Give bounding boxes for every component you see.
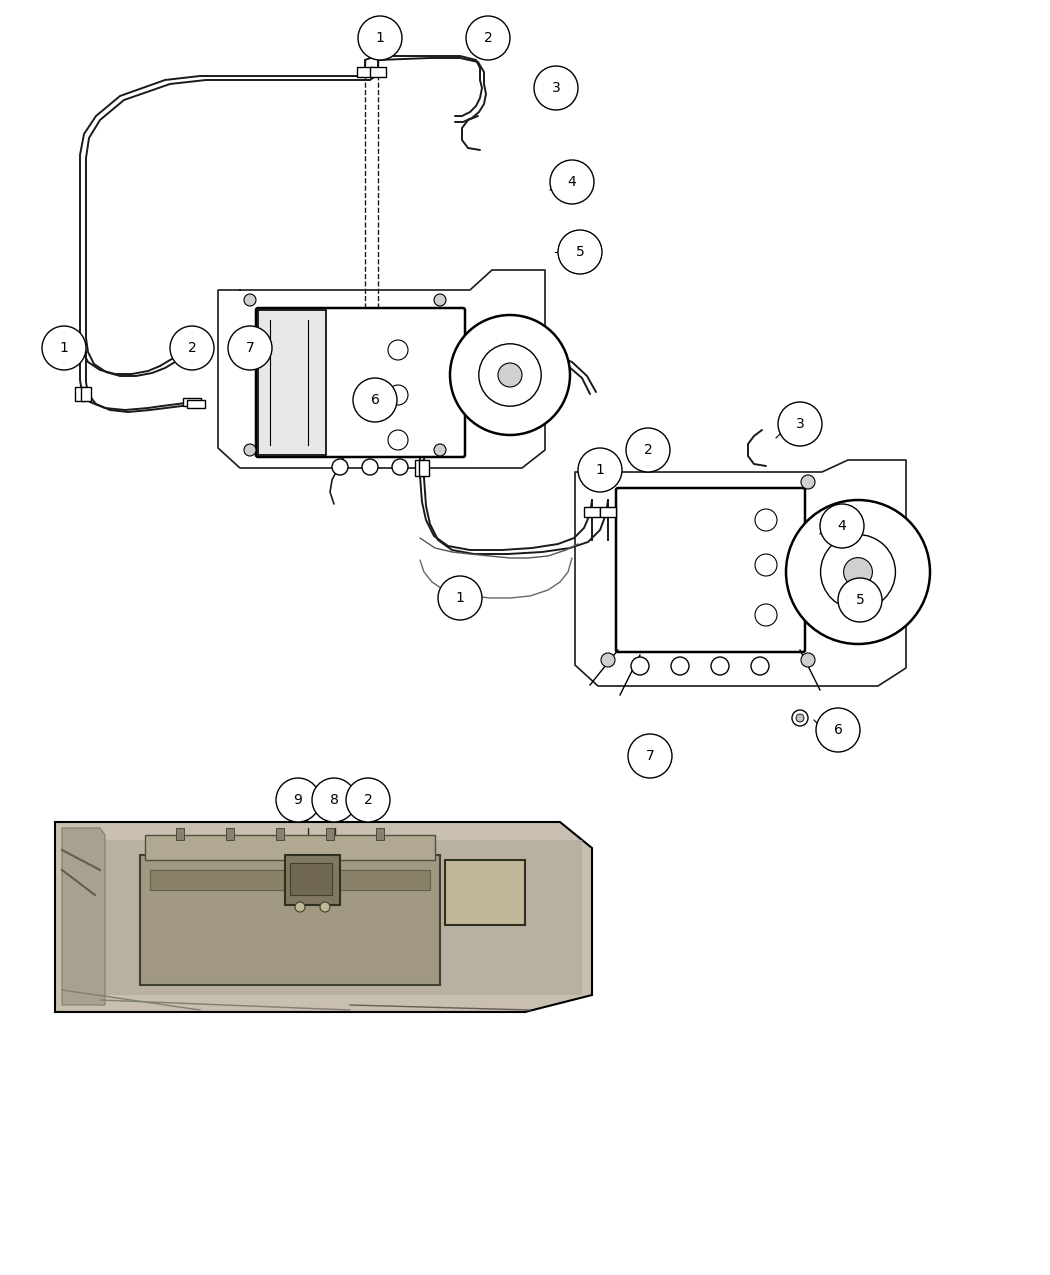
Bar	[226, 827, 234, 840]
Circle shape	[801, 476, 815, 490]
Circle shape	[601, 653, 615, 667]
Bar	[140, 856, 440, 986]
Circle shape	[820, 504, 864, 548]
Bar	[187, 400, 205, 408]
Text: 8: 8	[330, 793, 338, 807]
Circle shape	[244, 295, 256, 306]
Bar	[276, 827, 284, 840]
FancyBboxPatch shape	[616, 488, 805, 652]
Circle shape	[578, 448, 622, 492]
Text: 2: 2	[188, 340, 196, 354]
Bar	[445, 861, 525, 924]
Bar	[600, 507, 616, 516]
Text: 1: 1	[595, 463, 605, 477]
Circle shape	[312, 778, 356, 822]
Bar	[81, 388, 91, 402]
Circle shape	[295, 901, 304, 912]
Bar	[357, 68, 373, 76]
Text: 3: 3	[796, 417, 804, 431]
Polygon shape	[55, 822, 592, 1012]
Circle shape	[332, 459, 348, 476]
Circle shape	[778, 402, 822, 446]
Text: 2: 2	[644, 442, 652, 456]
Circle shape	[796, 714, 804, 722]
Bar	[370, 68, 386, 76]
Circle shape	[276, 778, 320, 822]
Circle shape	[228, 326, 272, 370]
Polygon shape	[62, 827, 105, 1005]
Circle shape	[170, 326, 214, 370]
Text: 4: 4	[838, 519, 846, 533]
Circle shape	[498, 363, 522, 388]
Bar	[285, 856, 340, 905]
Text: 1: 1	[376, 31, 384, 45]
Circle shape	[362, 459, 378, 476]
Circle shape	[626, 428, 670, 472]
Text: 7: 7	[246, 340, 254, 354]
Bar	[376, 827, 384, 840]
Bar	[419, 460, 429, 476]
Circle shape	[838, 578, 882, 622]
Circle shape	[792, 710, 809, 725]
Circle shape	[534, 66, 578, 110]
Circle shape	[711, 657, 729, 674]
Text: 4: 4	[568, 175, 576, 189]
Circle shape	[42, 326, 86, 370]
Bar	[326, 827, 334, 840]
Circle shape	[346, 778, 390, 822]
Bar	[75, 388, 85, 402]
Bar	[183, 398, 201, 405]
Circle shape	[751, 657, 769, 674]
Circle shape	[816, 708, 860, 752]
Text: 3: 3	[551, 82, 561, 96]
Circle shape	[353, 377, 397, 422]
Text: 6: 6	[371, 393, 379, 407]
Bar	[415, 460, 425, 476]
Text: 1: 1	[456, 592, 464, 606]
Circle shape	[392, 459, 408, 476]
FancyBboxPatch shape	[256, 309, 465, 456]
Circle shape	[550, 159, 594, 204]
Circle shape	[631, 657, 649, 674]
Bar	[145, 835, 435, 861]
Circle shape	[320, 901, 330, 912]
Text: 2: 2	[484, 31, 492, 45]
Text: 9: 9	[294, 793, 302, 807]
Circle shape	[671, 657, 689, 674]
Circle shape	[628, 734, 672, 778]
Text: 5: 5	[575, 245, 585, 259]
Text: 6: 6	[834, 723, 842, 737]
Circle shape	[244, 444, 256, 456]
Circle shape	[786, 500, 930, 644]
Circle shape	[450, 315, 570, 435]
Bar	[62, 840, 582, 994]
Text: 2: 2	[363, 793, 373, 807]
Circle shape	[801, 653, 815, 667]
Circle shape	[558, 230, 602, 274]
Bar	[290, 863, 332, 895]
Bar	[150, 870, 430, 890]
Bar	[176, 827, 184, 840]
Circle shape	[358, 17, 402, 60]
Text: 1: 1	[60, 340, 68, 354]
Circle shape	[434, 444, 446, 456]
Circle shape	[601, 476, 615, 490]
Circle shape	[434, 295, 446, 306]
Bar	[258, 310, 326, 455]
Circle shape	[466, 17, 510, 60]
Bar	[584, 507, 600, 516]
Circle shape	[438, 576, 482, 620]
Circle shape	[843, 557, 873, 586]
Text: 7: 7	[646, 748, 654, 762]
Text: 5: 5	[856, 593, 864, 607]
